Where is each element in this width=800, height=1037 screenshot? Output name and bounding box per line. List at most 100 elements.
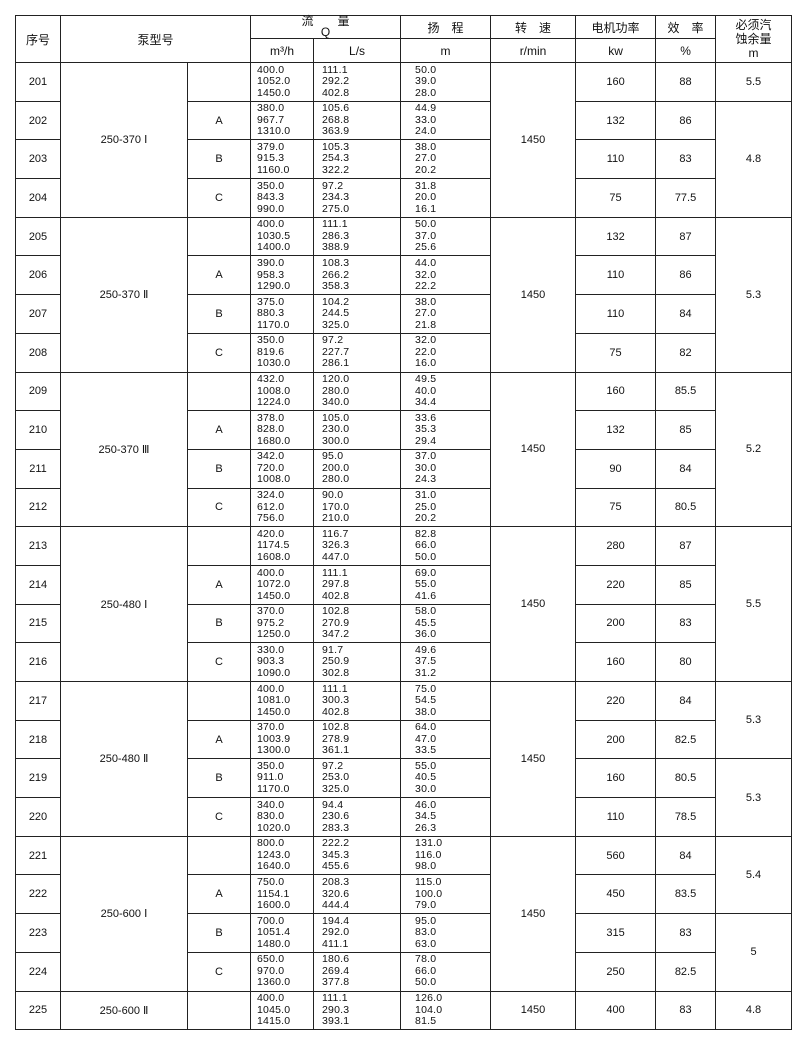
value-line: 1250.0 [257,628,291,641]
npsh-cell: 4.8 [715,990,793,1031]
row-no: 203 [15,139,61,180]
table-row: 214 A 400.0 1072.0 1450.0 111.1 297.8 402.8 69.0… [15,564,792,605]
value-line: 24.3 [415,473,437,486]
flow-m3h-cell: 342.0 720.0 1008.0 [250,448,315,489]
flow-m3h-cell: 432.0 1008.0 1224.0 [250,371,315,412]
variant-cell: C [186,797,252,837]
value-line: 750.0 [257,876,285,889]
value-line: 55.0 [415,578,437,591]
value-line: 432.0 [257,373,285,386]
eff-cell: 84 [655,294,717,334]
power-cell: 110 [575,294,657,334]
table-row: 210 A 378.0 828.0 1680.0 105.0 230.0 300.0 33.6 3… [15,410,792,450]
model-cell: 250-370 Ⅰ [60,62,188,218]
variant-cell: B [186,294,252,334]
head-cell: 44.9 33.0 24.0 [400,100,492,141]
value-line: 37.0 [415,450,437,463]
power-cell: 160 [575,62,657,102]
flow-ls-cell: 104.2 244.5 325.0 [313,294,402,334]
flow-m3h-cell: 750.0 1154.1 1600.0 [250,874,315,915]
head-cell: 131.0 116.0 98.0 [400,835,492,876]
value-line: 720.0 [257,461,285,474]
head-cell: 50.0 39.0 28.0 [400,62,492,102]
flow-m3h-cell: 400.0 1030.5 1400.0 [250,216,315,257]
row-no: 214 [15,564,61,605]
value-line: 16.0 [415,357,437,370]
variant-cell: B [186,758,252,799]
head-cell: 55.0 40.5 30.0 [400,758,492,799]
head-cell: 126.0 104.0 81.5 [400,990,492,1031]
value-line: 800.0 [257,837,285,850]
value-line: 958.3 [257,268,285,281]
model-cell: 250-480 Ⅰ [60,526,188,682]
value-line: 111.1 [322,992,348,1005]
variant-cell [186,526,252,566]
flow-symbol: Q [320,25,331,39]
value-line: 102.8 [322,605,350,618]
eff-cell: 80.5 [655,758,717,799]
value-line: 98.0 [415,860,437,873]
value-line: 64.0 [415,721,437,734]
value-line: 40.0 [415,384,437,397]
value-line: 50.0 [415,976,437,989]
value-line: 278.9 [322,732,350,745]
row-no: 211 [15,448,61,489]
value-line: 350.0 [257,334,285,347]
variant-cell: B [186,603,252,644]
power-cell: 132 [575,100,657,141]
row-no: 212 [15,487,61,528]
value-line: 350.0 [257,179,285,192]
flow-ls-cell: 180.6 269.4 377.8 [313,951,402,992]
value-line: 111.1 [322,566,348,579]
header-model: 泵型号 [59,15,252,63]
value-line: 69.0 [415,566,437,579]
flow-ls-cell: 111.1 297.8 402.8 [313,564,402,605]
value-line: 111.1 [322,63,348,76]
flow-ls-cell: 208.3 320.6 444.4 [313,874,402,915]
value-line: 254.3 [322,152,350,165]
table-row: 213 250-480 Ⅰ 420.0 1174.5 1608.0 116.7 326.3 4… [15,526,793,682]
value-line: 116.7 [322,527,349,540]
value-line: 411.1 [322,937,349,950]
value-line: 180.6 [322,953,350,966]
value-line: 830.0 [257,810,285,823]
variant-cell: B [186,913,252,953]
flow-m3h-cell: 375.0 880.3 1170.0 [250,294,315,334]
value-line: 361.1 [322,744,350,757]
variant-cell [186,216,252,257]
table-body: 201 250-370 Ⅰ 400.0 1052.0 1450.0 111.1 292.2 4… [15,62,793,1031]
head-cell: 69.0 55.0 41.6 [400,564,492,605]
value-line: 222.2 [322,837,350,850]
value-line: 268.8 [322,113,350,126]
value-line: 31.2 [415,666,437,679]
value-line: 370.0 [257,721,285,734]
eff-cell: 85 [655,564,717,605]
value-line: 97.2 [322,759,344,772]
head-cell: 31.8 20.0 16.1 [400,178,492,218]
power-cell: 110 [575,797,657,837]
head-cell: 37.0 30.0 24.3 [400,448,492,489]
value-line: 286.1 [322,357,350,370]
flow-ls-cell: 111.1 300.3 402.8 [313,681,402,721]
head-cell: 38.0 27.0 21.8 [400,294,492,334]
table-row: 219 B 350.0 911.0 1170.0 97.2 253.0 325.0 55.0 40… [15,758,793,837]
model-cell: 250-370 Ⅲ [60,371,188,528]
value-line: 266.2 [322,268,350,281]
eff-cell: 80.5 [655,487,717,528]
value-line: 400.0 [257,566,285,579]
value-line: 1480.0 [257,937,291,950]
header-head: 扬 程 [400,15,492,39]
npsh-cell: 5.3 [715,216,793,373]
head-cell: 82.8 66.0 50.0 [400,526,492,566]
value-line: 275.0 [322,202,350,215]
value-line: 78.0 [415,953,437,966]
value-line: 1072.0 [257,578,291,591]
flow-m3h-cell: 700.0 1051.4 1480.0 [250,913,315,953]
table-row: 202 A 380.0 967.7 1310.0 105.6 268.8 363.9 44.9 3… [15,100,793,218]
value-line: 280.0 [322,384,350,397]
header-npsh: 必须汽蚀余量 m [715,15,793,63]
value-line: 22.2 [415,280,437,293]
head-cell: 32.0 22.0 16.0 [400,332,492,373]
power-cell: 250 [575,951,657,992]
variant-cell [186,835,252,876]
